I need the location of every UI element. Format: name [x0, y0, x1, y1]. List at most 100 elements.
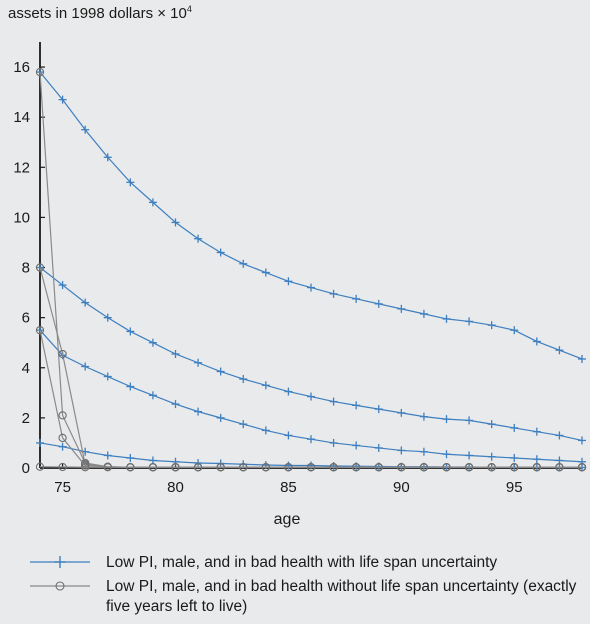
series-with-uncertainty: [36, 68, 586, 363]
x-tick-label: 80: [167, 479, 184, 496]
y-tick-label: 6: [22, 310, 30, 327]
data-point-plus: [329, 438, 338, 447]
data-point-plus: [239, 420, 248, 429]
data-point-plus: [329, 397, 338, 406]
data-point-circle: [510, 463, 519, 472]
data-point-plus: [419, 309, 428, 318]
data-point-circle: [352, 463, 361, 472]
data-point-plus: [307, 461, 315, 470]
series-line: [39, 71, 583, 360]
data-point-circle: [261, 463, 270, 472]
data-point-circle: [532, 463, 541, 472]
data-point-plus: [374, 405, 383, 414]
data-point-plus: [555, 431, 564, 440]
data-point-plus: [103, 372, 112, 381]
y-tick-label: 8: [22, 260, 30, 277]
data-point-circle: [374, 463, 383, 472]
data-point-plus: [148, 391, 157, 400]
series-with-uncertainty: [36, 263, 586, 445]
data-point-plus: [352, 441, 361, 450]
data-point-circle: [126, 463, 135, 472]
legend-swatch-circle: [30, 581, 90, 591]
data-point-plus: [216, 413, 225, 422]
data-point-plus: [307, 392, 315, 401]
data-point-plus: [284, 431, 293, 440]
data-point-circle: [58, 462, 67, 472]
data-point-circle: [171, 463, 180, 472]
legend-item-no-uncertainty: Low PI, male, and in bad health without …: [22, 576, 588, 615]
series-without-uncertainty: [35, 462, 587, 472]
data-point-plus: [58, 95, 67, 104]
data-point-plus: [103, 313, 112, 322]
y-tick-label: 0: [22, 460, 30, 477]
data-point-plus: [442, 450, 451, 459]
data-point-circle: [148, 463, 158, 472]
data-point-plus: [148, 338, 157, 347]
data-point-plus: [126, 382, 135, 391]
data-point-plus: [419, 412, 428, 421]
y-tick-label: 12: [13, 159, 30, 176]
data-point-plus: [397, 446, 406, 455]
y-tick-label: 16: [13, 59, 30, 76]
data-point-plus: [374, 299, 383, 308]
data-point-circle: [306, 463, 316, 472]
data-point-plus: [194, 234, 203, 243]
data-point-plus: [397, 304, 406, 313]
data-point-plus: [578, 354, 586, 363]
data-point-plus: [194, 358, 203, 367]
data-point-plus: [532, 455, 541, 464]
data-point-plus: [284, 461, 293, 470]
data-point-plus: [171, 218, 180, 227]
data-point-plus: [532, 337, 541, 346]
data-point-circle: [216, 463, 225, 472]
y-tick-label: 4: [22, 360, 30, 377]
data-point-circle: [239, 463, 248, 472]
data-point-plus: [465, 317, 474, 326]
data-point-circle: [35, 326, 45, 335]
data-point-plus: [81, 362, 90, 371]
data-point-plus: [261, 381, 270, 390]
data-point-plus: [171, 457, 180, 466]
data-point-plus: [510, 453, 519, 462]
x-tick-label: 85: [280, 479, 297, 496]
chart-title-exponent: 4: [186, 4, 192, 14]
data-point-plus: [126, 453, 135, 462]
x-tick-label: 95: [506, 479, 523, 496]
data-point-plus: [374, 443, 383, 452]
data-point-circle: [284, 463, 293, 472]
data-point-plus: [578, 436, 586, 445]
legend-swatch-plus: [30, 556, 90, 568]
data-point-plus: [126, 178, 135, 187]
data-point-plus: [194, 407, 203, 416]
data-point-circle: [35, 263, 45, 272]
x-tick-label: 75: [54, 479, 71, 496]
data-point-plus: [397, 408, 406, 417]
data-point-plus: [532, 427, 541, 436]
data-point-circle: [81, 463, 90, 472]
y-tick-label: 14: [13, 109, 30, 126]
series-line: [39, 72, 582, 468]
data-point-plus: [465, 451, 474, 460]
data-point-plus: [239, 259, 248, 268]
data-point-plus: [261, 268, 270, 277]
data-point-plus: [171, 400, 180, 409]
y-tick-label: 2: [22, 410, 30, 427]
legend-label-uncertainty: Low PI, male, and in bad health with lif…: [106, 554, 498, 571]
legend-item-uncertainty: Low PI, male, and in bad health with lif…: [22, 552, 588, 576]
data-point-circle: [193, 463, 203, 472]
data-point-plus: [307, 435, 315, 444]
legend-label-no-uncertainty: Low PI, male, and in bad health without …: [106, 578, 577, 615]
data-point-plus: [442, 415, 451, 424]
series-without-uncertainty: [35, 67, 587, 472]
data-point-plus: [510, 423, 519, 432]
data-point-circle: [35, 462, 45, 471]
data-point-plus: [487, 321, 496, 330]
x-axis-label: age: [274, 511, 301, 528]
data-point-circle: [464, 463, 474, 472]
axes: 0 2 4 6 8 10 12 14 16 75 80 85 90 95: [13, 42, 582, 496]
data-point-plus: [419, 447, 428, 456]
data-point-circle: [103, 463, 112, 472]
data-point-plus: [284, 277, 293, 286]
data-point-circle: [58, 433, 67, 443]
